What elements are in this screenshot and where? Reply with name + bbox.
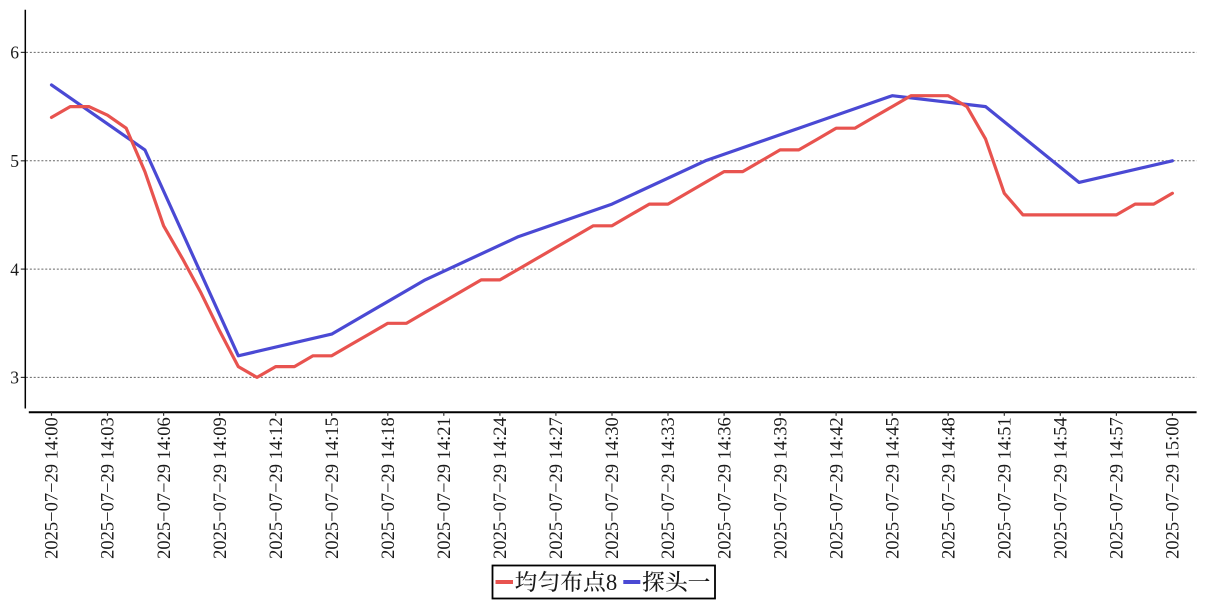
svg-text:2025−07−29 14:24: 2025−07−29 14:24: [491, 417, 511, 559]
svg-text:4: 4: [10, 259, 19, 279]
svg-text:2025−07−29 14:54: 2025−07−29 14:54: [1052, 417, 1072, 559]
svg-text:2025−07−29 14:12: 2025−07−29 14:12: [267, 417, 287, 559]
svg-text:2025−07−29 14:48: 2025−07−29 14:48: [939, 417, 959, 559]
svg-text:2025−07−29 14:09: 2025−07−29 14:09: [211, 417, 231, 559]
svg-text:2025−07−29 14:45: 2025−07−29 14:45: [883, 417, 903, 559]
svg-text:2025−07−29 14:51: 2025−07−29 14:51: [996, 417, 1016, 559]
svg-text:2025−07−29 14:15: 2025−07−29 14:15: [323, 417, 343, 559]
svg-text:3: 3: [10, 368, 19, 388]
svg-text:2025−07−29 14:03: 2025−07−29 14:03: [99, 417, 119, 559]
svg-text:2025−07−29 14:36: 2025−07−29 14:36: [715, 417, 735, 559]
svg-text:2025−07−29 14:42: 2025−07−29 14:42: [827, 417, 847, 559]
svg-text:2025−07−29 14:57: 2025−07−29 14:57: [1108, 417, 1128, 559]
svg-text:2025−07−29 14:33: 2025−07−29 14:33: [659, 417, 679, 559]
svg-text:2025−07−29 14:27: 2025−07−29 14:27: [547, 417, 567, 559]
svg-text:2025−07−29 14:00: 2025−07−29 14:00: [43, 417, 63, 559]
svg-text:2025−07−29 15:00: 2025−07−29 15:00: [1164, 417, 1184, 559]
svg-text:2025−07−29 14:18: 2025−07−29 14:18: [379, 417, 399, 559]
svg-text:2025−07−29 14:39: 2025−07−29 14:39: [771, 417, 791, 559]
svg-text:2025−07−29 14:21: 2025−07−29 14:21: [435, 417, 455, 559]
svg-text:6: 6: [10, 43, 19, 63]
svg-text:5: 5: [10, 151, 19, 171]
svg-text:2025−07−29 14:30: 2025−07−29 14:30: [603, 417, 623, 559]
svg-text:2025−07−29 14:06: 2025−07−29 14:06: [155, 417, 175, 559]
svg-text:8: 8: [606, 570, 617, 595]
